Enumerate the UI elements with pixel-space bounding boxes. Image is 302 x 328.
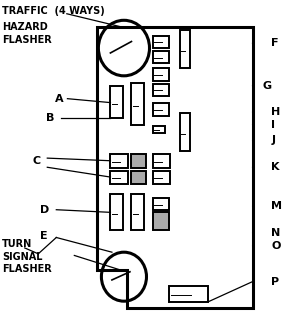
Text: A: A	[55, 94, 64, 104]
Bar	[111, 194, 123, 230]
Bar	[180, 113, 190, 151]
Bar	[153, 126, 165, 133]
Text: B: B	[46, 113, 54, 123]
Text: O: O	[271, 241, 281, 251]
Text: K: K	[271, 162, 280, 172]
Bar	[153, 154, 170, 168]
Bar	[153, 51, 169, 63]
Bar	[153, 84, 169, 96]
Text: FLASHER: FLASHER	[2, 35, 52, 45]
Text: D: D	[40, 205, 49, 215]
Text: SIGNAL: SIGNAL	[2, 252, 43, 261]
Bar	[153, 171, 170, 184]
Text: P: P	[271, 277, 279, 287]
Text: I: I	[271, 120, 275, 130]
Bar	[153, 68, 169, 81]
Bar	[111, 171, 128, 184]
Text: TRAFFIC  (4 WAYS): TRAFFIC (4 WAYS)	[2, 6, 105, 16]
Text: N: N	[271, 228, 281, 237]
Bar	[153, 36, 169, 48]
Text: F: F	[271, 38, 279, 48]
Bar	[180, 30, 190, 68]
Text: G: G	[262, 81, 271, 91]
Text: TURN: TURN	[2, 239, 32, 249]
Text: M: M	[271, 201, 282, 212]
Text: H: H	[271, 107, 281, 117]
Bar	[131, 83, 144, 125]
Bar	[153, 103, 169, 116]
Bar	[131, 171, 146, 184]
Text: FLASHER: FLASHER	[2, 264, 52, 274]
Bar	[131, 154, 146, 168]
Bar	[169, 286, 208, 302]
Text: J: J	[271, 134, 275, 145]
Bar	[111, 86, 123, 118]
Bar	[131, 194, 144, 230]
Text: C: C	[33, 156, 41, 166]
Text: E: E	[40, 231, 48, 241]
Bar	[153, 198, 169, 210]
Bar	[153, 212, 169, 230]
Text: HAZARD: HAZARD	[2, 22, 48, 32]
Bar	[111, 154, 128, 168]
